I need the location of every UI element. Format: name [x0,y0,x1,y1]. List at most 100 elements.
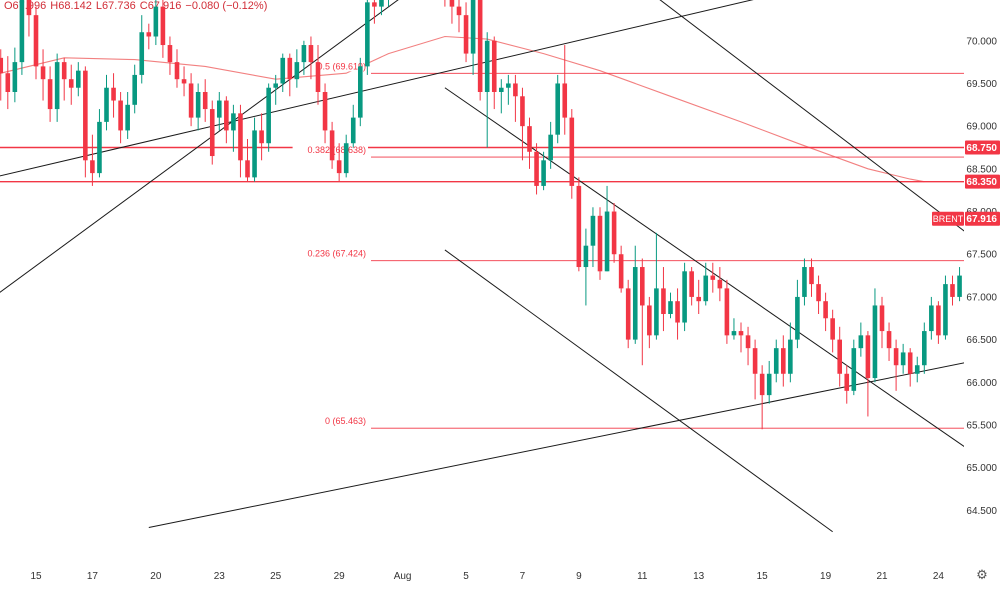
candle [506,74,511,105]
candle [477,0,483,101]
candle [372,0,377,24]
candle [365,0,370,75]
candle-body [809,267,814,285]
fib-label-1: 0.382 (68.638) [307,145,366,155]
candle [308,36,314,80]
candle-body [54,62,60,110]
candle-body [717,279,723,289]
symbol-tag [932,211,964,226]
candle-body [379,0,384,7]
y-tick-label: 70.000 [966,36,997,47]
candle-body [132,74,137,105]
candle-body [872,305,878,379]
candle [936,301,941,344]
candle [231,104,236,152]
candle [513,74,518,122]
candle [872,288,878,383]
candle [654,232,659,340]
candle-body [731,331,737,336]
candle [710,262,716,293]
y-tick-label: 69.000 [966,122,997,133]
y-tick-label: 69.500 [966,79,997,90]
candle [76,62,81,97]
candle-body [209,109,215,157]
x-tick-label: 29 [334,571,346,582]
candle-body [336,160,342,174]
candle [484,32,490,148]
candle [97,109,102,178]
candle [40,49,46,101]
candle [682,262,687,332]
candle [379,0,384,16]
fib-label-bg-3 [313,415,368,427]
candle [738,322,744,353]
candle-body [682,271,687,323]
candle [68,64,74,105]
last-price-label: 67.916 [966,214,997,225]
x-tick-label: 19 [820,571,832,582]
candle-body [111,87,116,101]
candle [914,356,920,383]
candle [893,339,899,391]
candle-body [308,45,314,63]
candle [139,15,145,84]
settings-gear-icon[interactable]: ⚙ [976,567,988,582]
candle-body [456,6,462,16]
level-tag-1 [965,174,1000,189]
candle [922,322,927,374]
y-tick-label: 66.000 [966,378,997,389]
candle [766,360,772,404]
candle [26,0,32,37]
candle [773,339,779,383]
candle [54,53,60,122]
candle-body [611,211,617,255]
level-tag-label-0: 68.750 [966,143,997,154]
candle [315,45,321,105]
candle [0,49,4,101]
candle-body [914,365,920,374]
candle-body [668,301,673,314]
candle [900,343,906,374]
candle-body [724,288,730,336]
trendline-0 [0,0,399,293]
candle-body [68,79,74,88]
candle-body [837,339,842,374]
candle [132,64,137,114]
candle [647,296,652,349]
candle [957,267,962,302]
level-tag-label-1: 68.350 [966,177,997,188]
candle-body [759,373,765,396]
candle [795,279,800,349]
candle-body [40,66,46,80]
candle-body [322,92,328,131]
candle [209,100,215,165]
y-tick-label: 64.500 [966,506,997,517]
candle-body [858,335,864,349]
candle-body [696,296,701,302]
fib-label-bg-0 [302,60,368,72]
trendline-1 [0,0,754,177]
candle [322,83,328,144]
candle [745,326,751,366]
candle-body [513,83,518,97]
candle [252,117,257,182]
ohlc-close: C67.916 [139,0,182,12]
candle-body [893,348,899,366]
candle-body [618,254,624,289]
candle-body [922,331,927,366]
candle-body [886,331,892,349]
candle [632,245,638,344]
candle [661,267,666,332]
candle [259,113,264,161]
candle-body [654,288,659,336]
ohlc-high: H68.142 [50,0,92,12]
candle-body [61,62,67,80]
candle-body [900,352,906,366]
candle-body [745,335,751,349]
candle-body [802,267,807,297]
candle-body [590,215,596,246]
fib-label-0: 0.5 (69.619) [317,61,366,71]
ohlc-legend: O67.996 H68.142 L67.736 C67.916 −0.080 (… [2,0,271,12]
candle-body [773,348,779,374]
